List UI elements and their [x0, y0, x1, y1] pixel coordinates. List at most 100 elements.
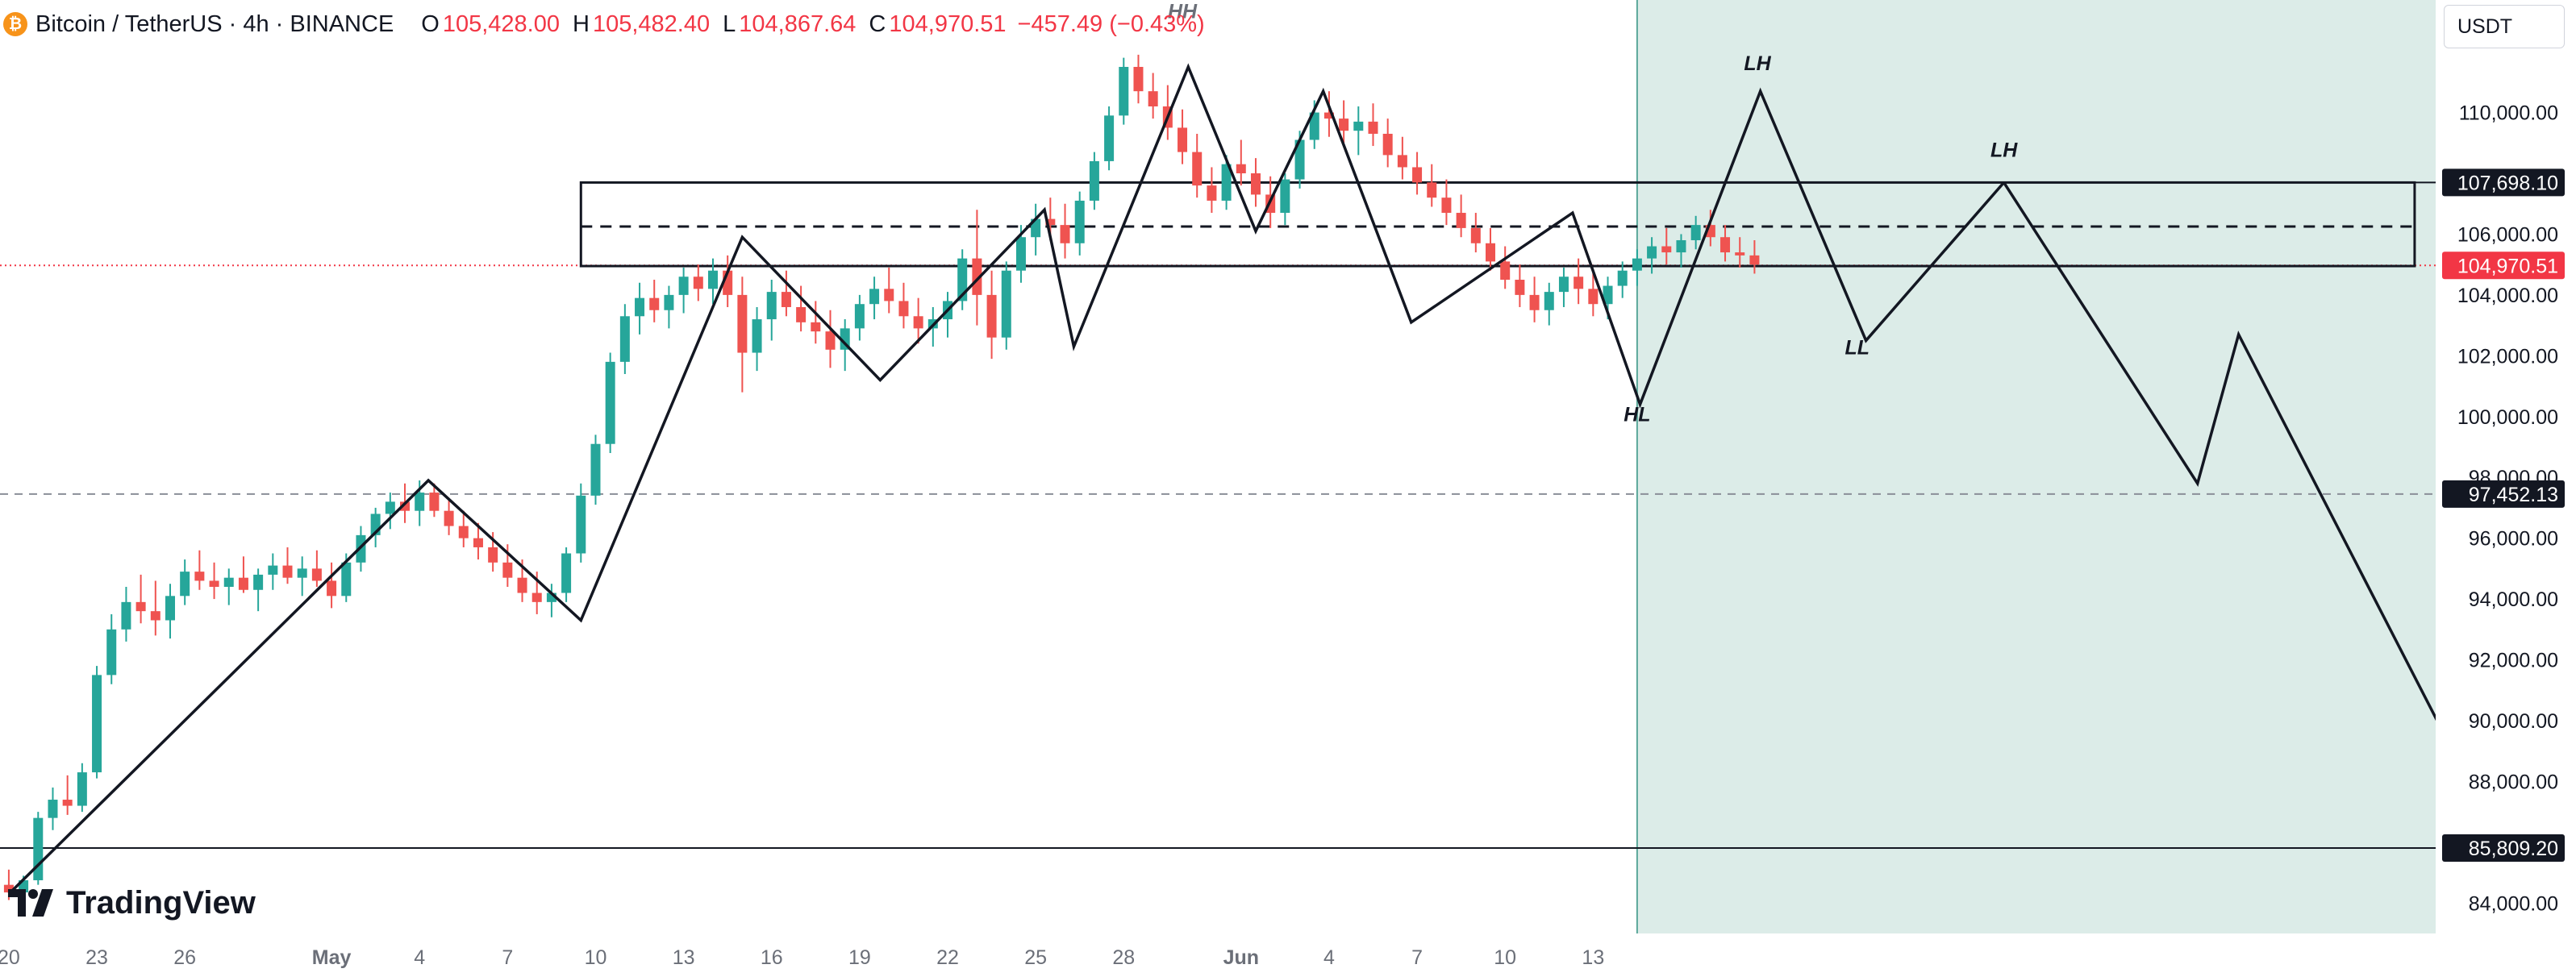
- candle-body[interactable]: [869, 289, 880, 305]
- candle-body[interactable]: [1074, 200, 1085, 243]
- candle-body[interactable]: [400, 501, 411, 511]
- resistance-box[interactable]: [579, 181, 2416, 268]
- candle-body[interactable]: [1148, 91, 1158, 107]
- candle-body[interactable]: [546, 592, 556, 602]
- candle-body[interactable]: [1294, 139, 1305, 180]
- candle-body[interactable]: [502, 562, 513, 578]
- candle-body[interactable]: [1015, 237, 1026, 271]
- candle-body[interactable]: [796, 306, 807, 322]
- candle-body[interactable]: [1323, 112, 1334, 119]
- candle-body[interactable]: [1382, 133, 1393, 156]
- candle-body[interactable]: [1632, 258, 1642, 271]
- candle-body[interactable]: [1397, 155, 1407, 168]
- candle-body[interactable]: [1192, 152, 1203, 186]
- candle-body[interactable]: [3, 884, 14, 893]
- candle-body[interactable]: [121, 601, 131, 630]
- candle-body[interactable]: [913, 316, 923, 329]
- candle-body[interactable]: [341, 562, 352, 597]
- candle-body[interactable]: [1588, 289, 1599, 305]
- candle-body[interactable]: [707, 270, 718, 289]
- candle-body[interactable]: [678, 276, 689, 295]
- candle-body[interactable]: [33, 817, 44, 880]
- candle-body[interactable]: [781, 292, 791, 307]
- candle-body[interactable]: [1500, 261, 1511, 281]
- candle-body[interactable]: [884, 289, 894, 301]
- candle-body[interactable]: [590, 443, 601, 496]
- candle-body[interactable]: [327, 580, 337, 597]
- candle-body[interactable]: [1558, 276, 1569, 293]
- candle-body[interactable]: [517, 577, 527, 593]
- candle-body[interactable]: [415, 493, 425, 511]
- tradingview-logo[interactable]: TradingView: [8, 880, 256, 925]
- candle-body[interactable]: [48, 800, 58, 818]
- candle-body[interactable]: [1412, 167, 1423, 183]
- candle-body[interactable]: [194, 572, 205, 581]
- candle-body[interactable]: [1178, 127, 1188, 152]
- candle-body[interactable]: [1456, 213, 1466, 228]
- candle-body[interactable]: [576, 495, 586, 554]
- candle-body[interactable]: [619, 316, 630, 362]
- candle-body[interactable]: [1368, 121, 1378, 134]
- candle-body[interactable]: [1250, 173, 1261, 195]
- candle-body[interactable]: [561, 553, 572, 593]
- candle-body[interactable]: [1339, 118, 1349, 131]
- candle-body[interactable]: [429, 493, 440, 511]
- candle-body[interactable]: [649, 297, 660, 310]
- candle-body[interactable]: [957, 258, 968, 301]
- candle-body[interactable]: [766, 292, 777, 320]
- candle-body[interactable]: [209, 580, 219, 587]
- candle-body[interactable]: [1031, 218, 1041, 238]
- candle-body[interactable]: [1427, 182, 1437, 198]
- candle-body[interactable]: [1441, 197, 1452, 214]
- candle-body[interactable]: [165, 596, 175, 621]
- candle-body[interactable]: [488, 547, 498, 563]
- candle-body[interactable]: [1353, 121, 1364, 131]
- candle-body[interactable]: [972, 258, 982, 295]
- candle-body[interactable]: [1617, 270, 1628, 286]
- candle-body[interactable]: [854, 304, 865, 329]
- candle-body[interactable]: [92, 675, 102, 773]
- price-axis[interactable]: 84,000.0086,000.0088,000.0090,000.0092,0…: [2436, 0, 2576, 977]
- candle-body[interactable]: [268, 565, 278, 575]
- candle-body[interactable]: [1119, 66, 1129, 116]
- candle-body[interactable]: [238, 577, 248, 590]
- candle-body[interactable]: [1676, 239, 1686, 253]
- candle-body[interactable]: [811, 322, 821, 332]
- candle-body[interactable]: [135, 601, 146, 612]
- zigzag-pattern-line[interactable]: [7, 63, 2005, 896]
- candle-body[interactable]: [605, 361, 615, 444]
- currency-unit-selector[interactable]: USDT: [2444, 5, 2565, 48]
- candle-body[interactable]: [297, 568, 307, 578]
- candle-body[interactable]: [737, 294, 748, 353]
- candle-body[interactable]: [1661, 246, 1672, 253]
- candle-body[interactable]: [473, 538, 483, 547]
- candle-body[interactable]: [531, 592, 542, 602]
- candle-body[interactable]: [253, 574, 264, 590]
- candle-body[interactable]: [635, 297, 645, 317]
- candle-body[interactable]: [1603, 285, 1613, 305]
- candle-body[interactable]: [62, 800, 73, 806]
- candle-body[interactable]: [825, 331, 836, 350]
- candle-body[interactable]: [1133, 66, 1144, 92]
- candle-body[interactable]: [693, 276, 703, 289]
- candle-body[interactable]: [1647, 246, 1657, 259]
- candle-body[interactable]: [223, 577, 234, 587]
- symbol-title[interactable]: Bitcoin / TetherUS · 4h · BINANCE: [35, 10, 394, 37]
- candle-body[interactable]: [444, 510, 454, 526]
- candle-body[interactable]: [1574, 276, 1584, 289]
- candle-body[interactable]: [1207, 185, 1217, 201]
- candle-body[interactable]: [1089, 160, 1099, 201]
- candle-body[interactable]: [664, 294, 674, 310]
- candle-body[interactable]: [1749, 255, 1760, 265]
- candle-body[interactable]: [1529, 294, 1540, 310]
- candle-body[interactable]: [1309, 112, 1319, 140]
- projection-path-line[interactable]: [2003, 181, 2504, 849]
- candle-body[interactable]: [282, 565, 293, 578]
- candle-body[interactable]: [106, 629, 117, 676]
- candle-body[interactable]: [150, 611, 160, 621]
- candle-body[interactable]: [898, 301, 909, 317]
- candle-body[interactable]: [1544, 292, 1554, 310]
- candle-body[interactable]: [1690, 225, 1701, 240]
